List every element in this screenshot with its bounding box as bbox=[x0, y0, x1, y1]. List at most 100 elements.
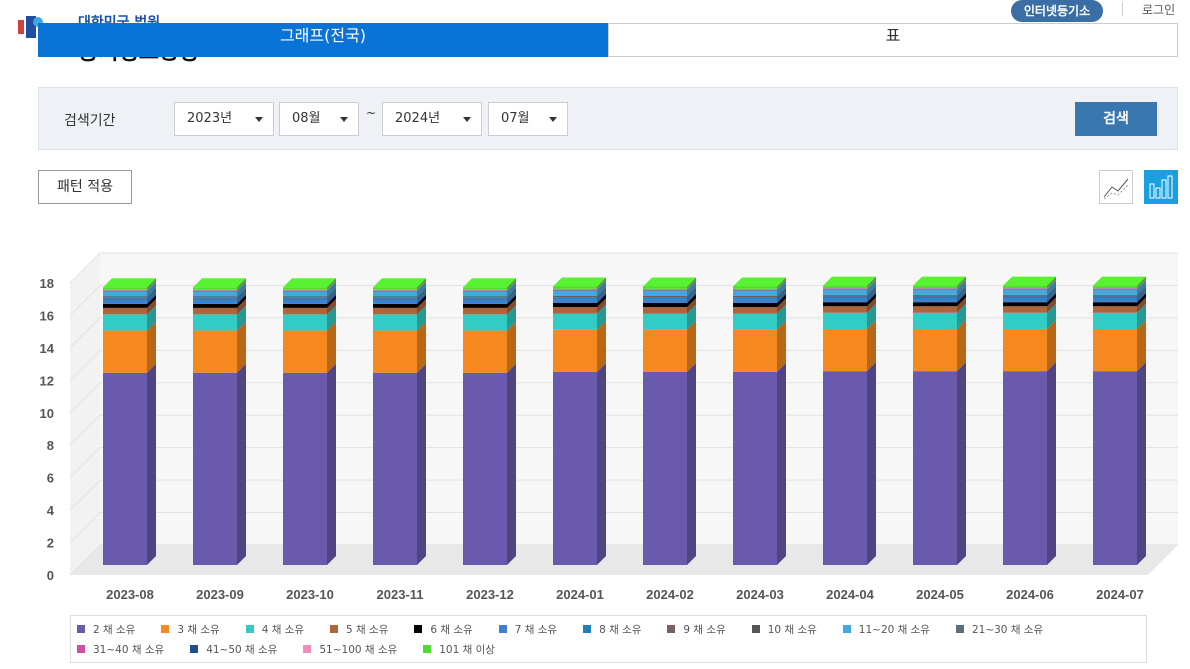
bar-icon bbox=[1149, 175, 1173, 199]
bar-segment bbox=[1003, 312, 1047, 329]
legend-swatch bbox=[245, 625, 254, 633]
bar-segment-side bbox=[957, 289, 966, 303]
grid-line bbox=[69, 349, 1178, 381]
bar-segment bbox=[643, 297, 687, 300]
bar-segment-side bbox=[1047, 276, 1056, 289]
bar-segment bbox=[553, 290, 597, 291]
from-year-select[interactable]: 2023년 bbox=[174, 102, 274, 136]
bar-segment-side bbox=[327, 281, 336, 291]
side-wall bbox=[70, 253, 100, 575]
login-link[interactable]: 로그인 bbox=[1142, 3, 1176, 17]
bar-segment bbox=[733, 307, 777, 314]
bar-segment-side bbox=[777, 281, 786, 296]
legend-item[interactable]: 2 채 소유 bbox=[77, 619, 135, 639]
bar-segment bbox=[373, 291, 417, 297]
bar-segment-side bbox=[507, 281, 516, 291]
bar-segment bbox=[103, 291, 147, 297]
legend-label: 21~30 채 소유 bbox=[971, 623, 1044, 636]
divider bbox=[1122, 2, 1123, 16]
search-button[interactable]: 검색 bbox=[1075, 102, 1157, 136]
bar-segment-side bbox=[417, 282, 426, 297]
bar-segment-side bbox=[417, 289, 426, 301]
internet-registry-button[interactable]: 인터넷등기소 bbox=[1011, 0, 1103, 22]
bar-segment bbox=[1003, 371, 1047, 565]
bar-segment bbox=[553, 307, 597, 314]
line-chart-toggle[interactable] bbox=[1099, 170, 1133, 204]
bar-segment-side bbox=[957, 279, 966, 289]
bar-segment-side bbox=[1137, 280, 1146, 291]
bar-segment-side bbox=[957, 286, 966, 297]
range-separator: ~ bbox=[366, 106, 377, 120]
bar-segment-side bbox=[237, 294, 246, 308]
bar-segment-side bbox=[1137, 276, 1146, 289]
bar-segment bbox=[283, 296, 327, 298]
bar-segment bbox=[193, 287, 237, 290]
bar-segment bbox=[823, 295, 867, 297]
bar-segment bbox=[283, 291, 327, 297]
from-month-select[interactable]: 08월 bbox=[279, 102, 359, 136]
legend-item[interactable]: 9 채 소유 bbox=[667, 619, 726, 639]
bar-segment-side bbox=[867, 286, 876, 297]
to-year-select[interactable]: 2024년 bbox=[382, 102, 482, 136]
bar-segment-side bbox=[957, 293, 966, 307]
legend-item[interactable]: 7 채 소유 bbox=[498, 619, 557, 639]
legend-label: 31~40 채 소유 bbox=[93, 643, 165, 656]
legend-item[interactable]: 21~30 채 소유 bbox=[955, 619, 1044, 639]
legend-item[interactable]: 6 채 소유 bbox=[414, 619, 473, 639]
legend-swatch bbox=[190, 645, 199, 653]
bar-segment-side bbox=[237, 321, 246, 373]
bar-segment bbox=[103, 307, 147, 315]
legend-item[interactable]: 51~100 채 소유 bbox=[303, 639, 397, 659]
legend-item[interactable]: 4 채 소유 bbox=[245, 619, 304, 639]
x-tick-label: 2024-04 bbox=[826, 587, 874, 602]
bar-segment bbox=[913, 289, 957, 291]
x-tick-label: 2023-09 bbox=[196, 587, 244, 602]
bar-segment-side bbox=[597, 288, 606, 300]
bar-segment bbox=[193, 330, 237, 373]
grid-line bbox=[69, 414, 1178, 446]
bar-segment-side bbox=[237, 281, 246, 292]
bar-segment-side bbox=[327, 298, 336, 315]
bar-segment-side bbox=[1137, 279, 1146, 289]
bar-segment-side bbox=[597, 304, 606, 330]
legend-item[interactable]: 11~20 채 소유 bbox=[842, 619, 930, 639]
tab-active[interactable]: 그래프(전국) bbox=[38, 23, 608, 57]
grid-line bbox=[69, 544, 1178, 576]
legend-item[interactable]: 41~50 채 소유 bbox=[190, 639, 277, 659]
bar-segment-side bbox=[867, 297, 876, 313]
bar-top bbox=[913, 276, 966, 286]
pattern-button[interactable]: 패턴 적용 bbox=[38, 170, 132, 204]
legend-item[interactable]: 3 채 소유 bbox=[161, 619, 220, 639]
bar-segment bbox=[643, 299, 687, 304]
bar-segment bbox=[1093, 290, 1137, 295]
legend-item[interactable]: 31~40 채 소유 bbox=[77, 639, 164, 659]
legend-item[interactable]: 5 채 소유 bbox=[330, 619, 388, 639]
x-tick-label: 2023-11 bbox=[377, 587, 424, 602]
legend-item[interactable]: 8 채 소유 bbox=[583, 619, 641, 639]
legend-item[interactable]: 10 채 소유 bbox=[751, 619, 817, 639]
bar-segment bbox=[643, 313, 687, 330]
bar-segment bbox=[463, 290, 507, 292]
bar-segment bbox=[373, 287, 417, 290]
bar-chart-toggle[interactable] bbox=[1144, 170, 1178, 204]
bar-segment bbox=[733, 371, 777, 565]
grid-line bbox=[69, 512, 1178, 543]
bar-segment-side bbox=[957, 280, 966, 291]
to-month-select[interactable]: 07월 bbox=[488, 102, 568, 136]
bar-segment-side bbox=[597, 279, 606, 290]
grid-line bbox=[69, 479, 1178, 511]
x-tick-label: 2024-01 bbox=[556, 587, 604, 602]
legend-swatch bbox=[955, 625, 964, 633]
bar-segment bbox=[1003, 328, 1047, 372]
bar-segment-side bbox=[507, 363, 516, 565]
bar-segment-side bbox=[597, 281, 606, 296]
legend-item[interactable]: 101 채 이상 bbox=[423, 639, 495, 659]
legend-swatch bbox=[423, 645, 432, 653]
bar-segment-side bbox=[1137, 285, 1146, 296]
legend-label: 10 채 소유 bbox=[767, 623, 817, 636]
tab[interactable]: 표 bbox=[608, 23, 1178, 57]
bar-segment bbox=[913, 328, 957, 372]
bar-segment bbox=[553, 299, 597, 304]
bar-segment bbox=[1093, 294, 1137, 296]
legend-swatch bbox=[842, 625, 851, 633]
